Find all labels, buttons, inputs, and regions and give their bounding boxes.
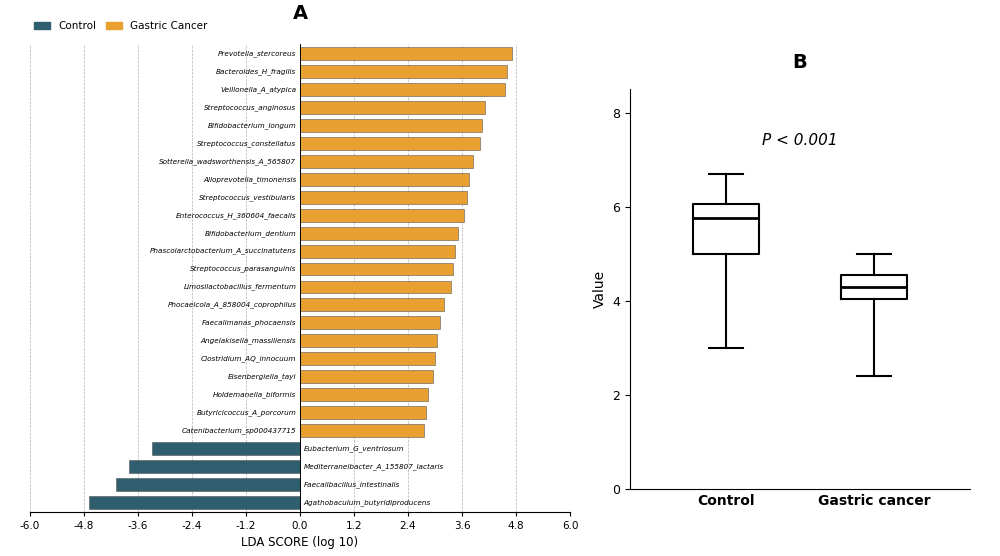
Bar — [300, 101, 485, 114]
Bar — [300, 281, 451, 294]
Bar — [300, 83, 505, 96]
Text: Enterococcus_H_360604_faecalis: Enterococcus_H_360604_faecalis — [176, 212, 296, 219]
Title: B: B — [793, 53, 807, 72]
Text: Limosilactobacillus_fermentum: Limosilactobacillus_fermentum — [183, 284, 296, 290]
Y-axis label: Value: Value — [593, 270, 607, 308]
Bar — [116, 478, 300, 491]
Bar — [89, 496, 300, 509]
Text: Alloprevotella_timonensis: Alloprevotella_timonensis — [203, 176, 296, 182]
Text: Bifidobacterium_dentium: Bifidobacterium_dentium — [205, 230, 296, 236]
Legend: Control, Gastric Cancer: Control, Gastric Cancer — [30, 17, 212, 36]
Text: Eisenbergiella_tayi: Eisenbergiella_tayi — [228, 374, 296, 380]
Text: Streptococcus_vestibularis: Streptococcus_vestibularis — [199, 193, 296, 201]
Text: Bacteroides_H_fragilis: Bacteroides_H_fragilis — [216, 68, 296, 75]
Bar — [300, 227, 458, 240]
Bar — [300, 245, 455, 257]
Bar — [129, 460, 300, 473]
Text: Phascolarctobacterium_A_succinatutens: Phascolarctobacterium_A_succinatutens — [150, 247, 296, 255]
Text: Butyricicoccus_A_porcorum: Butyricicoccus_A_porcorum — [197, 409, 296, 416]
Text: P < 0.001: P < 0.001 — [762, 133, 838, 148]
Text: Holdemanella_biformis: Holdemanella_biformis — [213, 391, 296, 398]
Bar — [300, 191, 467, 203]
Text: Mediterraneibacter_A_155807_lactaris: Mediterraneibacter_A_155807_lactaris — [304, 463, 444, 470]
X-axis label: LDA SCORE (log 10): LDA SCORE (log 10) — [241, 536, 359, 549]
Text: Streptococcus_anginosus: Streptococcus_anginosus — [204, 104, 296, 111]
Bar — [300, 208, 464, 222]
Text: Eubacterium_G_ventriosum: Eubacterium_G_ventriosum — [304, 445, 404, 452]
Bar — [152, 442, 300, 455]
Text: Agathobaculum_butyridiproducens: Agathobaculum_butyridiproducens — [304, 499, 431, 506]
Text: Sotterella_wadsworthensis_A_565807: Sotterella_wadsworthensis_A_565807 — [159, 158, 296, 165]
Text: Streptococcus_parasanguinis: Streptococcus_parasanguinis — [190, 266, 296, 272]
Bar — [300, 388, 428, 401]
Bar — [300, 173, 469, 186]
Title: A: A — [292, 4, 308, 23]
Text: Streptococcus_constellatus: Streptococcus_constellatus — [197, 140, 296, 147]
Bar — [300, 406, 426, 419]
Bar — [300, 334, 437, 348]
Bar — [300, 316, 440, 329]
Bar — [300, 155, 473, 168]
Bar — [300, 299, 444, 311]
Text: Faecalibacillus_intestinalis: Faecalibacillus_intestinalis — [304, 481, 400, 488]
Bar — [300, 137, 480, 150]
Bar — [300, 262, 453, 275]
Text: Bifidobacterium_longum: Bifidobacterium_longum — [208, 122, 296, 129]
Text: Prevotella_stercoreus: Prevotella_stercoreus — [218, 50, 296, 57]
Bar — [300, 424, 424, 437]
Bar — [300, 65, 507, 78]
Text: Catenibacterium_sp000437715: Catenibacterium_sp000437715 — [182, 427, 296, 434]
Text: Phocaeicola_A_858004_coprophilus: Phocaeicola_A_858004_coprophilus — [168, 301, 296, 309]
Bar — [300, 353, 435, 365]
Bar — [300, 47, 512, 60]
Bar — [300, 370, 433, 383]
Text: Angelakisella_massiliensis: Angelakisella_massiliensis — [201, 337, 296, 344]
Bar — [300, 119, 482, 132]
Text: Clostridium_AQ_innocuum: Clostridium_AQ_innocuum — [201, 355, 296, 363]
Text: Faecalimanas_phocaensis: Faecalimanas_phocaensis — [202, 320, 296, 326]
Text: Veillonella_A_atypica: Veillonella_A_atypica — [220, 86, 296, 93]
